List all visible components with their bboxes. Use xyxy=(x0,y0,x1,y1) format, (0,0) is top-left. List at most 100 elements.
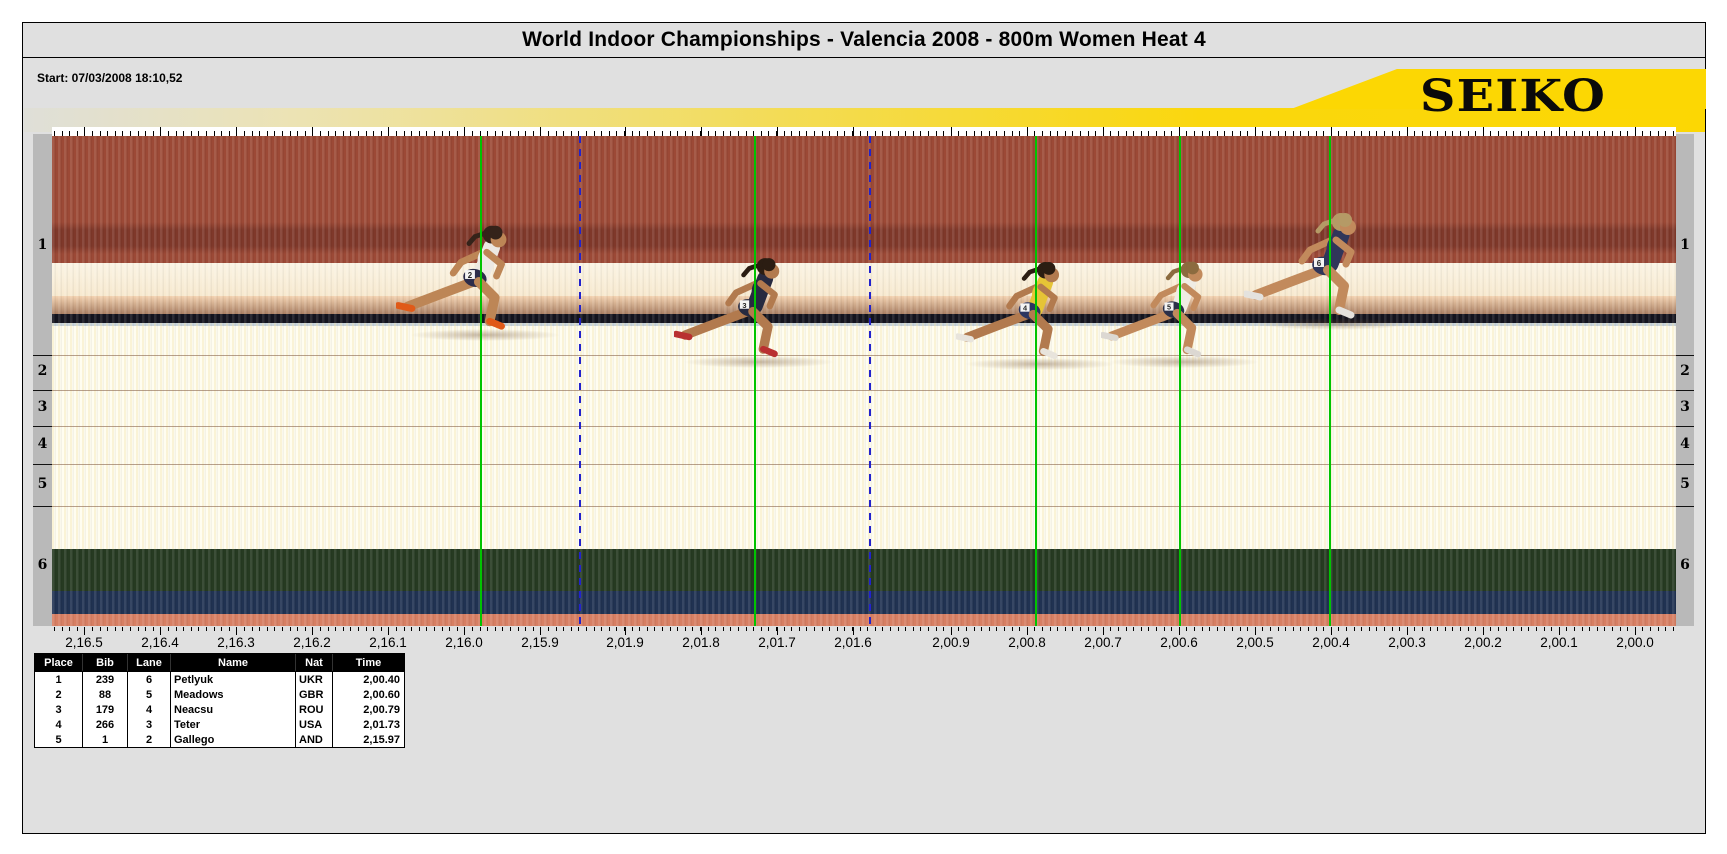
runner-shadow xyxy=(1109,356,1259,368)
major-tick xyxy=(1331,127,1332,136)
major-tick xyxy=(1635,627,1636,635)
major-tick xyxy=(464,627,465,635)
minor-tick xyxy=(700,131,701,136)
rail-highlight-line xyxy=(52,323,1676,326)
major-tick xyxy=(777,627,778,635)
minor-tick xyxy=(814,131,815,136)
minor-tick xyxy=(1247,131,1249,136)
svg-text:2: 2 xyxy=(468,271,473,280)
minor-tick xyxy=(76,627,78,631)
minor-tick xyxy=(1505,627,1507,631)
time-scale-label: 2,00.7 xyxy=(1084,635,1122,650)
time-scale-label: 2,16.3 xyxy=(217,635,255,650)
minor-tick xyxy=(745,131,747,136)
time-scale-label: 2,00.1 xyxy=(1540,635,1578,650)
runner-shadow xyxy=(410,329,560,341)
time-break-dashed-line xyxy=(869,136,871,626)
minor-tick xyxy=(282,131,283,136)
results-cell: Meadows xyxy=(170,687,295,702)
minor-tick xyxy=(1368,131,1370,136)
minor-tick xyxy=(213,131,215,136)
minor-tick xyxy=(806,627,808,631)
minor-tick xyxy=(1543,627,1545,631)
minor-tick xyxy=(335,627,337,631)
minor-tick xyxy=(905,627,907,631)
minor-tick xyxy=(1589,627,1591,631)
major-tick xyxy=(236,627,237,635)
major-tick xyxy=(160,627,161,635)
minor-tick xyxy=(206,131,207,136)
minor-tick xyxy=(145,627,147,631)
major-tick xyxy=(312,627,313,635)
minor-tick xyxy=(1520,131,1522,136)
minor-tick xyxy=(669,131,671,136)
results-cell: 2,00.40 xyxy=(332,672,404,687)
minor-tick xyxy=(69,627,71,631)
minor-tick xyxy=(760,131,762,136)
lane-number-label: 5 xyxy=(1680,476,1690,492)
minor-tick xyxy=(1399,131,1401,136)
minor-tick xyxy=(1338,131,1340,136)
results-row: 5 1 2 Gallego AND 2,15.97 xyxy=(35,732,404,747)
minor-tick xyxy=(244,131,245,136)
results-table-body: 1 239 6 Petlyuk UKR 2,00.40 2 88 5 Meadows GBR 2,00… xyxy=(35,671,404,747)
scanline-warm-stripes xyxy=(52,323,1676,549)
lane-number-label: 3 xyxy=(37,399,48,415)
minor-tick xyxy=(122,627,124,631)
minor-tick xyxy=(183,131,185,136)
minor-tick xyxy=(1498,627,1499,631)
minor-tick xyxy=(1414,131,1416,136)
minor-tick xyxy=(874,131,876,136)
major-tick xyxy=(1103,627,1104,635)
lane-number-column-right: 1 2 3 4 5 6 xyxy=(1676,134,1694,626)
minor-tick xyxy=(487,131,489,136)
results-row: 3 179 4 Neacsu ROU 2,00.79 xyxy=(35,702,404,717)
major-tick xyxy=(1559,127,1560,136)
minor-tick xyxy=(1650,131,1651,136)
minor-tick xyxy=(532,627,534,631)
minor-tick xyxy=(692,627,694,631)
minor-tick xyxy=(920,131,922,136)
minor-tick xyxy=(1004,131,1005,136)
results-cell: UKR xyxy=(295,672,332,687)
minor-tick xyxy=(1057,131,1059,136)
minor-tick xyxy=(183,627,185,631)
minor-tick xyxy=(525,131,527,136)
photo-finish-image: 2 3 xyxy=(52,136,1676,626)
minor-tick xyxy=(198,627,200,631)
minor-tick xyxy=(1308,131,1309,136)
minor-tick xyxy=(1285,627,1287,631)
minor-tick xyxy=(130,131,131,136)
minor-tick xyxy=(897,131,899,136)
time-scale-labels: 2,16.5 2,16.4 2,16.3 2,16.2 2,16.1 2,16.0 2,15… xyxy=(52,635,1676,651)
minor-tick xyxy=(54,627,55,631)
minor-tick xyxy=(358,627,359,631)
minor-tick xyxy=(928,131,929,136)
runner-shadow xyxy=(1259,318,1409,330)
minor-tick xyxy=(624,627,625,631)
minor-tick xyxy=(1057,627,1059,631)
minor-tick xyxy=(1619,131,1621,136)
minor-tick xyxy=(1247,627,1249,631)
runner-figure-meadows: 5 xyxy=(1099,248,1237,371)
minor-tick xyxy=(251,131,253,136)
minor-tick xyxy=(806,131,808,136)
minor-tick xyxy=(1551,627,1553,631)
minor-tick xyxy=(730,131,732,136)
minor-tick xyxy=(1064,131,1066,136)
minor-tick xyxy=(152,627,154,631)
major-tick xyxy=(84,127,85,136)
minor-tick xyxy=(563,627,565,631)
minor-tick xyxy=(760,627,762,631)
minor-tick xyxy=(1612,131,1613,136)
track-apron-band xyxy=(52,263,1676,296)
minor-tick xyxy=(259,131,261,136)
minor-tick xyxy=(206,627,207,631)
major-tick xyxy=(1407,627,1408,635)
minor-tick xyxy=(1072,131,1074,136)
minor-tick xyxy=(441,131,443,136)
major-tick xyxy=(464,127,465,136)
minor-tick xyxy=(1277,131,1279,136)
minor-tick xyxy=(981,627,983,631)
minor-tick xyxy=(662,627,663,631)
